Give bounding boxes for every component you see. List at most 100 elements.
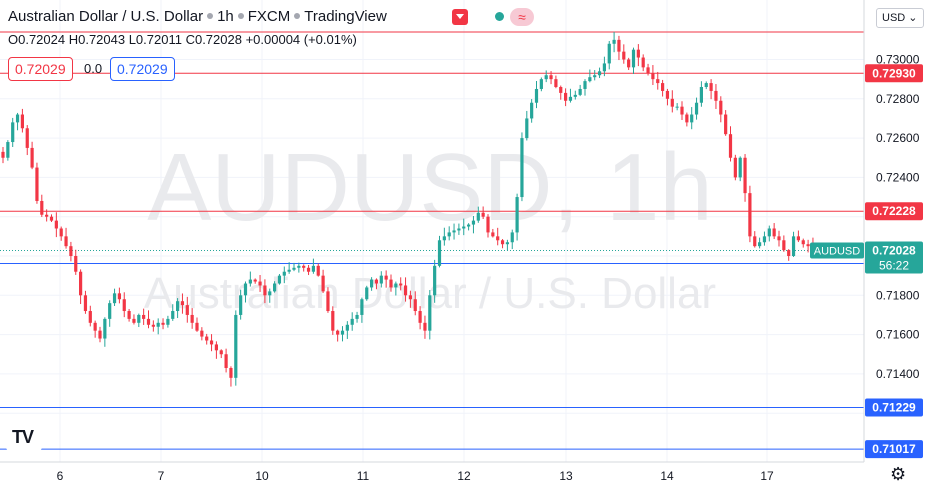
buy-price-button[interactable]: 0.72029 <box>110 57 175 81</box>
candle-body <box>399 283 403 286</box>
candle-body <box>583 81 587 89</box>
candle-body <box>25 128 29 148</box>
candle-body <box>602 63 606 72</box>
candlesticks <box>1 31 820 387</box>
interval-label: 1h <box>217 8 234 25</box>
candle-body <box>588 77 592 82</box>
candle-body <box>787 250 791 256</box>
candle-body <box>127 311 131 319</box>
candle-body <box>389 279 393 288</box>
candle-body <box>665 90 670 99</box>
candle-body <box>646 67 650 74</box>
compare-icon[interactable]: ≈ <box>510 8 534 26</box>
gear-icon[interactable]: ⚙ <box>890 464 907 484</box>
candle-body <box>753 236 757 247</box>
level-tag <box>865 398 923 417</box>
candle-body <box>88 311 92 323</box>
candle-body <box>151 324 155 327</box>
x-tick-label: 6 <box>57 469 64 483</box>
candle-body <box>355 314 359 319</box>
x-tick-label: 13 <box>559 469 573 483</box>
candle-body <box>112 293 117 304</box>
level-tag <box>865 440 923 459</box>
level-tag-label: 0.72228 <box>872 204 916 218</box>
candle-body <box>83 295 88 312</box>
candle-body <box>316 265 320 276</box>
candle-body <box>728 134 733 158</box>
candle-body <box>743 157 747 194</box>
candle-body <box>719 100 723 115</box>
level-tag-label: 0.71017 <box>872 442 916 456</box>
candle-body <box>559 87 563 93</box>
candle-body <box>433 265 437 296</box>
candle-body <box>59 228 63 237</box>
candle-body <box>403 285 408 296</box>
candle-body <box>568 96 573 101</box>
ohlc-values: O0.72024 H0.72043 L0.72011 C0.72028 +0.0… <box>8 32 357 47</box>
candle-body <box>229 368 233 378</box>
x-tick-label: 17 <box>760 469 774 483</box>
candle-body <box>273 283 277 292</box>
candle-body <box>40 200 44 215</box>
sell-price-button[interactable]: 0.72029 <box>8 57 73 81</box>
candle-body <box>530 102 534 119</box>
flag-icon[interactable] <box>452 9 468 25</box>
candle-body <box>496 236 500 241</box>
candle-body <box>137 314 141 323</box>
candle-body <box>248 279 252 284</box>
candle-body <box>166 318 170 325</box>
candle-body <box>661 83 665 91</box>
candle-body <box>1 151 5 158</box>
exchange-label: FXCM <box>247 8 291 25</box>
candle-body <box>370 279 374 288</box>
current-price-label: 0.72028 <box>872 243 916 257</box>
candle-body <box>142 314 146 319</box>
candle-body <box>748 193 752 237</box>
candle-body <box>331 311 335 331</box>
candle-body <box>156 322 160 327</box>
candle-body <box>20 114 24 129</box>
candle-body <box>782 240 786 251</box>
candle-body <box>122 299 126 312</box>
symbol-header[interactable]: Australian Dollar / U.S. Dollar 1h FXCM Tra… <box>8 8 387 25</box>
candle-body <box>447 232 451 237</box>
candle-body <box>15 114 20 123</box>
candle-body <box>146 318 151 325</box>
candle-body <box>694 102 699 115</box>
candle-body <box>30 147 34 168</box>
candle-body <box>224 354 228 369</box>
candle-body <box>365 287 369 300</box>
candle-body <box>437 240 442 266</box>
candle-body <box>45 214 49 217</box>
y-tick-label: 0.71800 <box>876 288 920 302</box>
candle-body <box>263 285 267 296</box>
candle-body <box>243 283 248 296</box>
level-tag <box>865 202 923 221</box>
candle-body <box>564 92 568 101</box>
candle-body <box>205 336 209 341</box>
candle-body <box>462 226 466 229</box>
y-tick-label: 0.72600 <box>876 131 920 145</box>
y-tick-label: 0.72400 <box>876 170 920 184</box>
candle-body <box>418 311 422 323</box>
candle-body <box>442 236 446 241</box>
candle-body <box>758 242 762 247</box>
symbol-tag <box>810 242 864 259</box>
candle-body <box>200 330 204 337</box>
currency-label: USD <box>882 12 906 24</box>
candle-body <box>525 118 529 139</box>
candle-body <box>452 230 456 233</box>
candle-body <box>675 106 679 108</box>
countdown-label: 56:22 <box>879 258 909 272</box>
candle-body <box>35 167 39 201</box>
tradingview-logo[interactable]: TV <box>6 423 42 451</box>
chevron-down-icon: ⌄ <box>908 12 918 24</box>
time-axis[interactable]: 6 7 10 11 12 13 14 17 <box>57 469 774 483</box>
source-label: TradingView <box>304 8 387 25</box>
currency-button[interactable]: USD ⌄ <box>876 8 924 28</box>
candle-body <box>302 265 306 268</box>
candle-body <box>180 301 185 306</box>
candle-body <box>258 281 262 286</box>
y-tick-label: 0.71600 <box>876 328 920 342</box>
